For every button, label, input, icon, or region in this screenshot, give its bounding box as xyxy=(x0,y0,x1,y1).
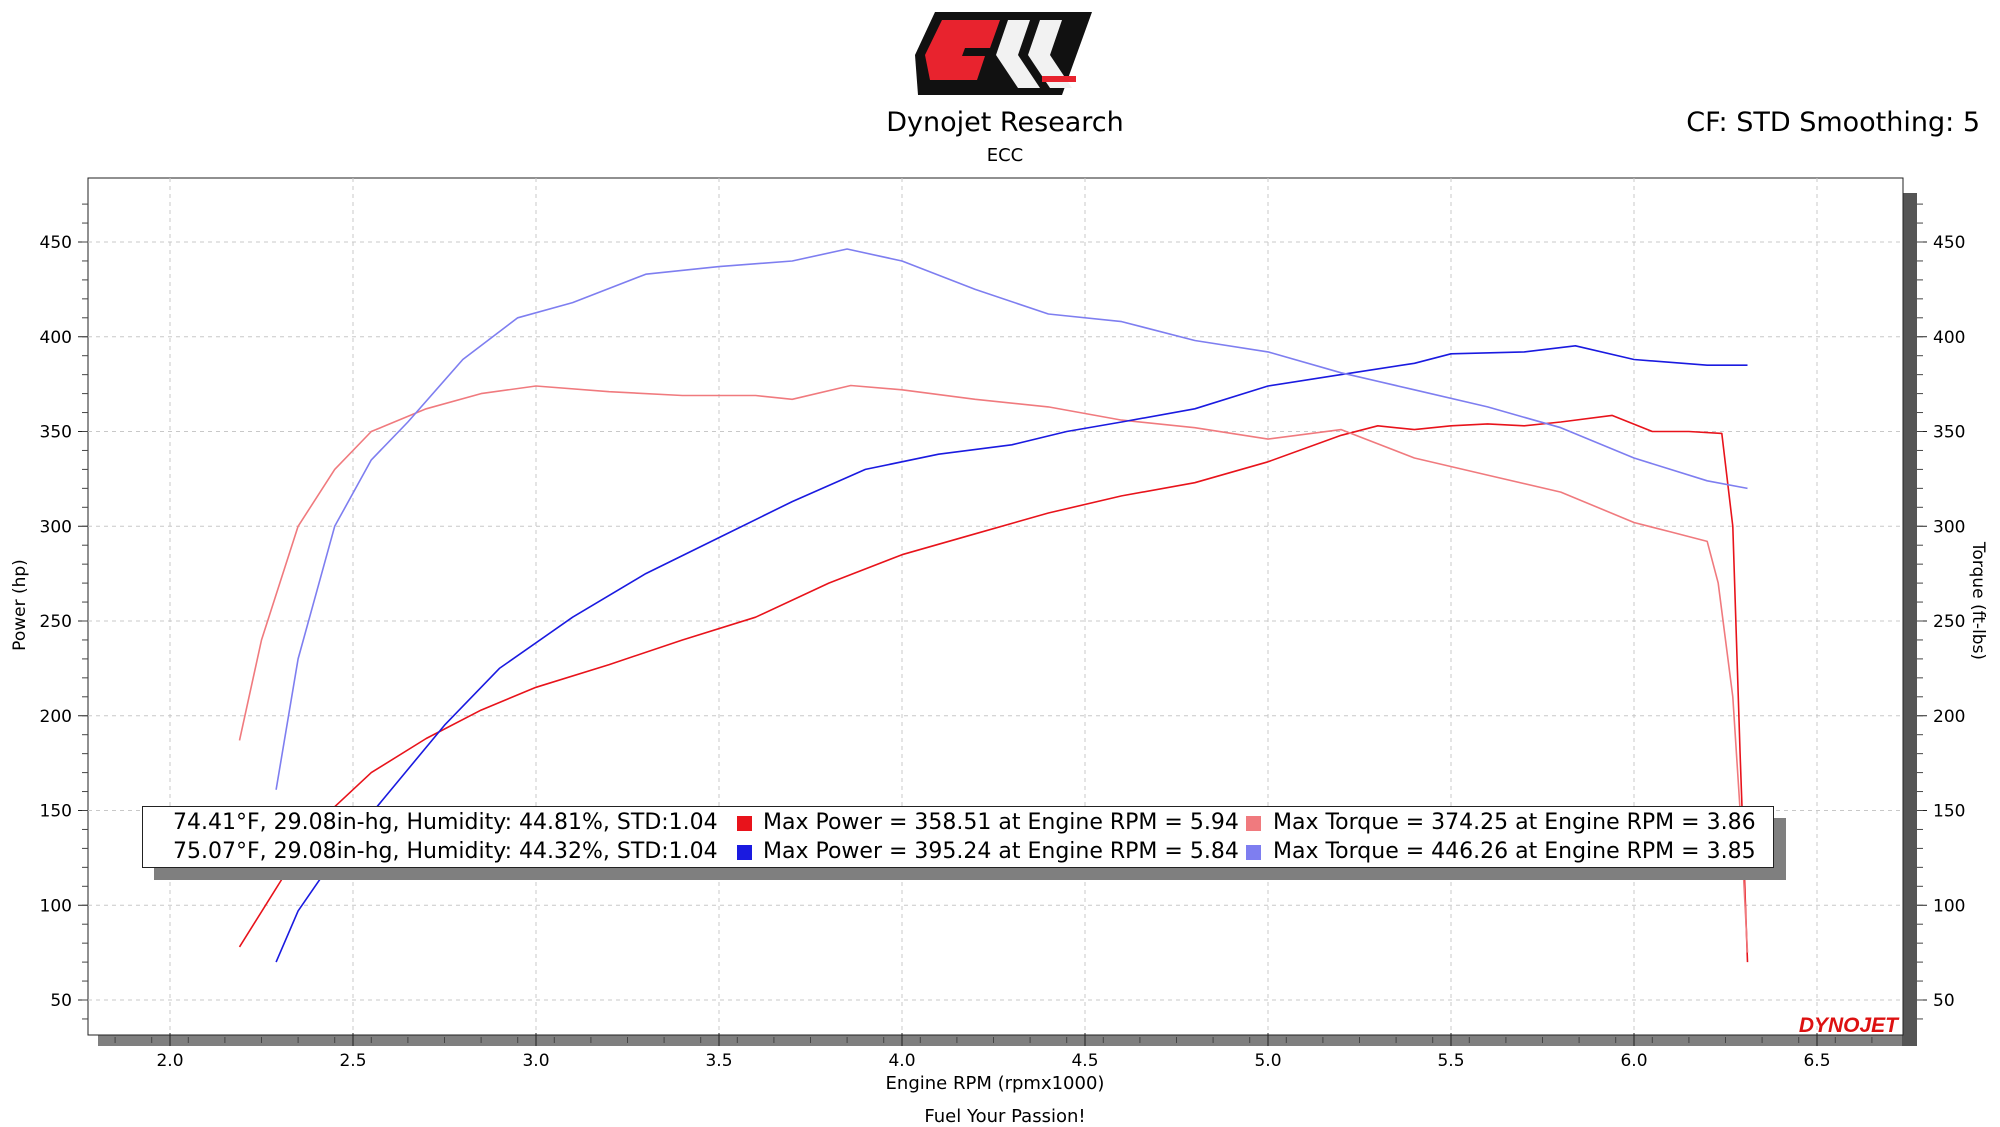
y-tick-label-left: 150 xyxy=(40,802,72,822)
plot-area xyxy=(87,177,1904,1036)
legend-swatch-torque xyxy=(1246,816,1261,831)
y-tick-label-left: 100 xyxy=(40,896,72,916)
y-tick-label-left: 400 xyxy=(40,328,72,348)
legend-swatch-power xyxy=(737,845,752,860)
legend-max-power: Max Power = 358.51 at Engine RPM = 5.94 xyxy=(763,810,1239,835)
y-tick-label-left: 350 xyxy=(40,423,72,443)
series-line-power xyxy=(275,344,1748,963)
y-axis-label-right: Torque (ft-lbs) xyxy=(1968,541,1988,661)
y-tick-label-right: 250 xyxy=(1933,612,1965,632)
ecc-logo xyxy=(915,12,1092,95)
x-tick-label: 4.5 xyxy=(1071,1051,1098,1071)
y-tick-label-right: 200 xyxy=(1933,707,1965,727)
x-tick-label: 6.0 xyxy=(1620,1051,1647,1071)
axis-ticks: 2.0 2.5 3.0 3.5 4.0 4.5 5.0 5.5 6.0 6.5 50 50 100 100… xyxy=(40,203,1965,1071)
legend-max-torque: Max Torque = 374.25 at Engine RPM = 3.86 xyxy=(1273,810,1756,835)
x-tick-label: 2.5 xyxy=(339,1051,366,1071)
x-tick-label: 3.0 xyxy=(522,1051,549,1071)
x-tick-label: 3.5 xyxy=(705,1051,732,1071)
y-axis-label-left: Power (hp) xyxy=(10,559,30,651)
y-tick-label-right: 350 xyxy=(1933,423,1965,443)
legend-max-power: Max Power = 395.24 at Engine RPM = 5.84 xyxy=(763,839,1239,864)
x-tick-label: 5.5 xyxy=(1437,1051,1464,1071)
y-tick-label-left: 200 xyxy=(40,707,72,727)
legend-row: 75.07°F, 29.08in-hg, Humidity: 44.32%, S… xyxy=(143,837,1773,867)
x-tick-label: 5.0 xyxy=(1254,1051,1281,1071)
legend-row: 74.41°F, 29.08in-hg, Humidity: 44.81%, S… xyxy=(143,808,1773,838)
y-tick-label-left: 450 xyxy=(40,233,72,253)
x-tick-label: 4.0 xyxy=(888,1051,915,1071)
x-tick-label: 2.0 xyxy=(156,1051,183,1071)
y-tick-label-right: 300 xyxy=(1933,517,1965,537)
page-subtitle: ECC xyxy=(986,145,1024,166)
legend-conditions: 75.07°F, 29.08in-hg, Humidity: 44.32%, S… xyxy=(173,839,718,864)
y-tick-label-left: 250 xyxy=(40,612,72,632)
legend-conditions: 74.41°F, 29.08in-hg, Humidity: 44.81%, S… xyxy=(173,810,718,835)
series-line-power xyxy=(238,414,1749,963)
y-tick-label-right: 450 xyxy=(1933,233,1965,253)
legend: 74.41°F, 29.08in-hg, Humidity: 44.81%, S… xyxy=(142,806,1774,868)
legend-max-torque: Max Torque = 446.26 at Engine RPM = 3.85 xyxy=(1273,839,1756,864)
series-line-torque xyxy=(275,248,1748,790)
y-tick-label-left: 50 xyxy=(50,991,72,1011)
footer-slogan: Fuel Your Passion! xyxy=(924,1106,1086,1127)
y-tick-label-right: 150 xyxy=(1933,802,1965,822)
y-tick-label-right: 400 xyxy=(1933,328,1965,348)
legend-swatch-power xyxy=(737,816,752,831)
page-title: Dynojet Research xyxy=(886,107,1124,138)
x-tick-label: 6.5 xyxy=(1803,1051,1830,1071)
settings-label: CF: STD Smoothing: 5 xyxy=(1686,107,1980,138)
y-tick-label-left: 300 xyxy=(40,517,72,537)
curves xyxy=(238,248,1749,963)
y-tick-label-right: 50 xyxy=(1933,991,1955,1011)
x-axis-label: Engine RPM (rpmx1000) xyxy=(885,1073,1105,1094)
dynojet-watermark: DYNOJET xyxy=(1799,1014,1900,1037)
y-tick-label-right: 100 xyxy=(1933,896,1965,916)
legend-swatch-torque xyxy=(1246,845,1261,860)
